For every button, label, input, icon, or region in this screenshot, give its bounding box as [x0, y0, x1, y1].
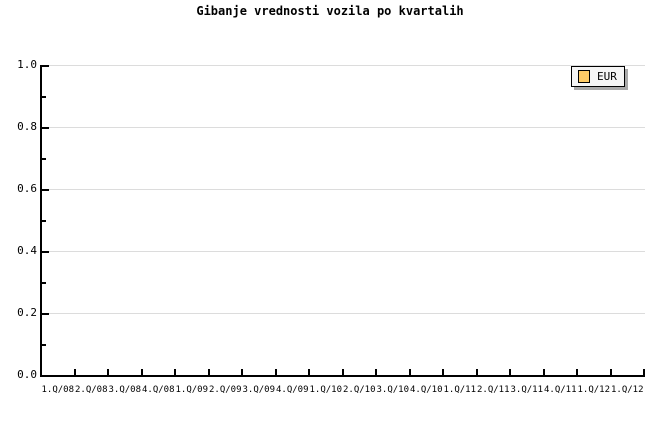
y-axis-tick-label: 0.8: [17, 120, 37, 133]
x-axis-tick-label: 1.Q/10: [309, 385, 342, 395]
x-axis-tick-label: 3.Q/08: [108, 385, 141, 395]
gridline: [42, 313, 645, 314]
x-axis-tick-label: 4.Q/08: [141, 385, 175, 395]
y-axis-major-tick: [42, 189, 49, 191]
x-axis-line: [40, 375, 645, 377]
x-axis-tick: [174, 369, 176, 375]
y-axis-minor-tick: [42, 158, 46, 160]
x-axis-tick: [610, 369, 612, 375]
x-axis-tick: [643, 369, 645, 375]
legend-label: EUR: [597, 70, 617, 83]
y-axis-tick-label: 1.0: [17, 58, 37, 71]
x-axis-tick: [342, 369, 344, 375]
x-axis-tick-label: 3.Q/11: [510, 385, 543, 395]
x-axis-tick: [275, 369, 277, 375]
x-axis-tick-label: 1.Q/09: [175, 385, 208, 395]
y-axis-minor-tick: [42, 220, 46, 222]
x-axis-tick: [74, 369, 76, 375]
x-axis-tick: [442, 369, 444, 375]
legend-eur[interactable]: EUR: [571, 66, 625, 87]
y-axis-tick-label: 0.2: [17, 306, 37, 319]
x-axis-tick-label: 4.Q/10: [409, 385, 443, 395]
x-axis-tick: [141, 369, 143, 375]
x-axis-tick-label: 2.Q/10: [342, 385, 376, 395]
gridline: [42, 127, 645, 128]
x-axis-tick: [241, 369, 243, 375]
x-axis-tick: [375, 369, 377, 375]
x-axis-tick-label: 1.Q/12: [577, 385, 610, 395]
x-axis-tick-label: 1.Q/08: [41, 385, 74, 395]
x-axis-tick: [476, 369, 478, 375]
x-axis-tick-label: 1.Q/11: [443, 385, 476, 395]
y-axis-line: [40, 65, 42, 377]
x-axis-tick-label: 2.Q/08: [74, 385, 108, 395]
x-axis-tick-label: 3.Q/09: [242, 385, 275, 395]
gridline: [42, 65, 645, 66]
x-axis-tick: [409, 369, 411, 375]
x-axis-tick: [107, 369, 109, 375]
y-axis-tick-label: 0.0: [17, 368, 37, 381]
x-axis-tick-label: 4.Q/09: [275, 385, 309, 395]
x-axis-tick-label: 1.Q/12: [610, 385, 644, 395]
chart-title: Gibanje vrednosti vozila po kvartalih: [196, 4, 464, 18]
gridline: [42, 189, 645, 190]
y-axis-tick-label: 0.4: [17, 244, 37, 257]
y-axis-minor-tick: [42, 96, 46, 98]
y-axis-major-tick: [42, 127, 49, 129]
x-axis-tick-label: 4.Q/11: [543, 385, 577, 395]
x-axis-tick: [576, 369, 578, 375]
x-axis-tick: [208, 369, 210, 375]
y-axis-minor-tick: [42, 344, 46, 346]
y-axis-major-tick: [42, 65, 49, 67]
x-axis-tick-label: 3.Q/10: [376, 385, 409, 395]
x-axis-tick: [543, 369, 545, 375]
x-axis-tick: [308, 369, 310, 375]
y-axis-major-tick: [42, 375, 49, 377]
x-axis-tick: [40, 369, 42, 375]
x-axis-tick-label: 2.Q/11: [476, 385, 510, 395]
x-axis-tick: [509, 369, 511, 375]
legend-swatch-icon: [578, 70, 590, 83]
y-axis-major-tick: [42, 313, 49, 315]
y-axis-tick-label: 0.6: [17, 182, 37, 195]
y-axis-major-tick: [42, 251, 49, 253]
gridline: [42, 251, 645, 252]
y-axis-minor-tick: [42, 282, 46, 284]
x-axis-tick-label: 2.Q/09: [208, 385, 242, 395]
